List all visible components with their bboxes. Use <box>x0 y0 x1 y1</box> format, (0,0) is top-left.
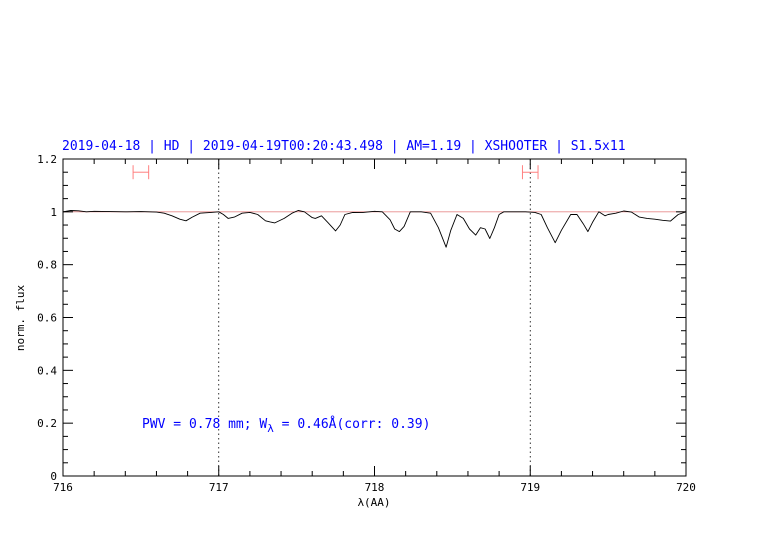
y-tick-label: 1.2 <box>37 153 57 166</box>
x-tick-label: 720 <box>676 481 696 494</box>
x-tick-label: 718 <box>365 481 385 494</box>
y-tick-label: 0.8 <box>37 259 57 272</box>
annotation-subscript: λ <box>267 422 274 435</box>
chart-title: 2019-04-18 | HD | 2019-04-19T00:20:43.49… <box>62 139 626 154</box>
annotation-part1: PWV = 0.78 mm; W <box>142 417 267 432</box>
x-tick-label: 717 <box>209 481 229 494</box>
x-tick-label: 719 <box>520 481 540 494</box>
spectrum-line <box>62 210 687 248</box>
y-tick-label: 0.4 <box>37 364 57 377</box>
y-tick-label: 0.2 <box>37 417 57 430</box>
annotation: PWV = 0.78 mm; Wλ = 0.46Å(corr: 0.39) <box>142 416 430 435</box>
y-tick-label: 0.6 <box>37 312 57 325</box>
annotation-part2: = 0.46Å(corr: 0.39) <box>274 416 431 432</box>
y-axis-label: norm. flux <box>14 285 27 352</box>
y-tick-label: 0 <box>50 470 57 483</box>
x-axis-label: λ(AA) <box>357 496 390 509</box>
x-tick-label: 716 <box>53 481 73 494</box>
y-tick-label: 1 <box>50 206 57 219</box>
